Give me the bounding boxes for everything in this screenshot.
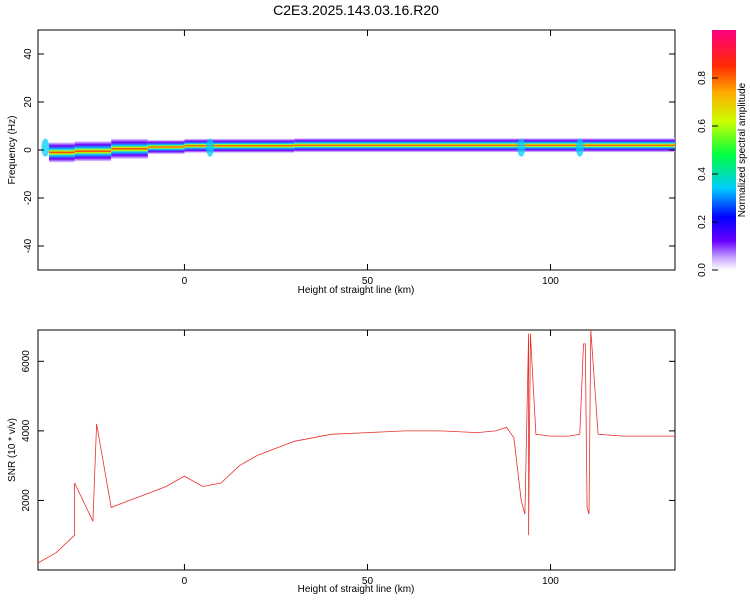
spectral-band-segment bbox=[74, 141, 112, 162]
spectrogram-x-axis-label: Height of straight line (km) bbox=[298, 285, 415, 296]
x-tick-label: 0 bbox=[182, 576, 188, 587]
colorbar-ticks: 0.0 0.2 0.4 0.6 0.8 bbox=[697, 71, 718, 277]
x-tick-label: 100 bbox=[542, 276, 559, 287]
snr-frame bbox=[37, 329, 676, 571]
y-tick-label: -20 bbox=[23, 190, 34, 205]
chart-title: C2E3.2025.143.03.16.R20 bbox=[273, 2, 439, 18]
colorbar-tick-label: 0.8 bbox=[697, 71, 708, 85]
snr-panel: 0 50 100 2000 4000 6000 Height of straight l… bbox=[7, 329, 676, 595]
colorbar-label: Normalized spectral amplitude bbox=[737, 82, 748, 217]
x-tick-label: 50 bbox=[362, 276, 374, 287]
colorbar-tick-label: 0.0 bbox=[697, 263, 708, 277]
spectrogram-y-ticks: -40 -20 0 20 40 bbox=[23, 48, 675, 253]
spectrogram-panel: 0 50 100 -40 -20 0 20 40 Height of straight li… bbox=[7, 29, 676, 296]
spectral-disturbance bbox=[517, 138, 526, 157]
colorbar-tick-label: 0.6 bbox=[697, 119, 708, 133]
snr-series-line bbox=[37, 329, 675, 564]
y-tick-label: 20 bbox=[23, 96, 34, 108]
snr-x-axis-label: Height of straight line (km) bbox=[298, 584, 415, 595]
spectrogram-x-ticks: 0 50 100 bbox=[182, 30, 559, 287]
y-tick-label: 40 bbox=[23, 48, 34, 60]
spectral-band-segment bbox=[587, 138, 675, 153]
spectral-band-segment bbox=[513, 138, 588, 153]
snr-x-ticks: 0 50 100 bbox=[182, 330, 559, 587]
spectral-disturbance bbox=[575, 138, 584, 157]
y-tick-label: 2000 bbox=[21, 489, 32, 512]
colorbar-tick-label: 0.2 bbox=[697, 215, 708, 229]
spectral-disturbance bbox=[41, 138, 50, 157]
spectral-disturbance bbox=[206, 138, 215, 157]
spectral-band-segment bbox=[48, 142, 75, 163]
spectral-band-segment bbox=[147, 140, 185, 154]
colorbar: 0.0 0.2 0.4 0.6 0.8 Normalized spectral ampl… bbox=[697, 30, 748, 277]
colorbar-gradient bbox=[712, 30, 736, 270]
y-tick-label: -40 bbox=[23, 238, 34, 253]
y-tick-label: 0 bbox=[23, 147, 34, 153]
snr-y-axis-label: SNR (10 * v/v) bbox=[7, 418, 18, 482]
spectrogram-y-axis-label: Frequency (Hz) bbox=[7, 116, 18, 185]
x-tick-label: 50 bbox=[362, 576, 374, 587]
spectrogram-image bbox=[41, 138, 675, 163]
spectral-band-segment bbox=[184, 138, 295, 153]
snr-y-ticks: 2000 4000 6000 bbox=[21, 350, 675, 512]
spectral-band-segment bbox=[294, 138, 514, 153]
x-tick-label: 0 bbox=[182, 276, 188, 287]
colorbar-tick-label: 0.4 bbox=[697, 167, 708, 181]
y-tick-label: 6000 bbox=[21, 350, 32, 373]
spectral-band-segment bbox=[111, 138, 148, 159]
y-tick-label: 4000 bbox=[21, 419, 32, 442]
x-tick-label: 100 bbox=[542, 576, 559, 587]
